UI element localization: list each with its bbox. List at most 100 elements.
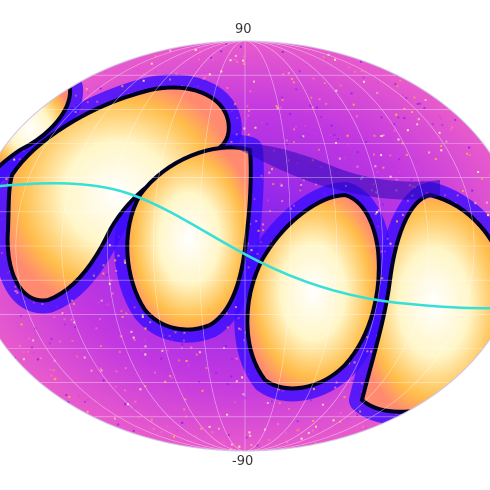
speckle	[381, 277, 384, 280]
speckle	[6, 272, 9, 275]
speckle	[160, 357, 163, 360]
speckle	[359, 410, 362, 413]
speckle	[102, 379, 105, 382]
speckle	[397, 138, 400, 141]
speckle	[14, 290, 17, 293]
speckle	[279, 182, 282, 185]
speckle	[215, 371, 218, 374]
speckle	[190, 385, 193, 388]
speckle	[250, 249, 253, 252]
speckle	[272, 183, 275, 186]
speckle	[169, 375, 172, 377]
speckle	[50, 337, 53, 340]
speckle	[223, 347, 225, 349]
speckle	[309, 99, 312, 102]
speckle	[336, 138, 339, 141]
speckle	[247, 373, 250, 376]
speckle	[77, 354, 80, 357]
speckle	[230, 375, 233, 378]
speckle	[1, 181, 4, 184]
speckle	[373, 134, 376, 137]
speckle	[144, 353, 147, 356]
speckle	[233, 58, 236, 61]
speckle	[321, 403, 324, 406]
speckle	[406, 199, 409, 202]
speckle	[100, 345, 102, 348]
speckle	[144, 385, 147, 388]
speckle	[185, 415, 188, 418]
speckle	[309, 104, 312, 107]
speckle	[27, 350, 30, 353]
speckle	[370, 350, 373, 353]
speckle	[74, 94, 77, 97]
speckle	[85, 88, 88, 91]
speckle	[22, 351, 25, 353]
speckle	[1, 252, 3, 254]
speckle	[132, 336, 135, 339]
speckle	[456, 194, 459, 197]
speckle	[255, 220, 258, 223]
latitude-label-bottom: -90	[232, 454, 254, 469]
speckle	[226, 87, 229, 89]
speckle	[274, 209, 277, 212]
speckle	[150, 62, 153, 65]
speckle	[403, 215, 406, 218]
speckle	[174, 374, 177, 377]
speckle	[208, 425, 211, 428]
speckle	[141, 314, 144, 316]
speckle	[268, 171, 271, 174]
speckle	[114, 417, 116, 420]
speckle	[242, 55, 245, 58]
speckle	[184, 398, 187, 401]
speckle	[281, 51, 284, 53]
speckle	[245, 117, 248, 120]
speckle	[7, 182, 10, 185]
speckle	[108, 303, 110, 306]
speckle	[292, 141, 295, 143]
speckle	[243, 127, 246, 130]
speckle	[318, 98, 321, 101]
speckle	[362, 425, 365, 428]
speckle	[310, 96, 313, 99]
speckle	[386, 237, 389, 240]
speckle	[230, 110, 233, 113]
speckle	[471, 189, 474, 192]
speckle	[114, 385, 117, 388]
speckle	[22, 358, 25, 361]
latitude-label-top: 90	[235, 22, 252, 37]
speckle	[362, 76, 365, 79]
speckle	[261, 121, 264, 124]
speckle	[355, 115, 358, 118]
speckle	[149, 321, 152, 324]
speckle	[330, 377, 333, 380]
speckle	[1, 218, 4, 221]
speckle	[174, 331, 177, 334]
speckle	[334, 58, 337, 61]
speckle	[318, 148, 320, 151]
speckle	[117, 423, 120, 426]
speckle	[325, 102, 328, 105]
speckle	[225, 42, 228, 45]
speckle	[204, 76, 207, 79]
speckle	[32, 351, 35, 354]
speckle	[297, 428, 300, 431]
speckle	[347, 417, 350, 420]
speckle	[244, 331, 247, 334]
speckle	[198, 65, 201, 68]
speckle	[5, 178, 8, 181]
speckle	[133, 407, 136, 410]
speckle	[86, 410, 89, 413]
speckle	[200, 427, 203, 430]
speckle	[424, 99, 427, 101]
speckle	[143, 339, 146, 342]
speckle	[270, 400, 273, 403]
speckle	[335, 89, 338, 92]
speckle	[102, 264, 105, 267]
speckle	[138, 416, 141, 419]
speckle	[363, 71, 366, 74]
speckle	[300, 183, 303, 186]
speckle	[201, 389, 204, 392]
speckle	[375, 211, 378, 214]
speckle	[134, 400, 137, 403]
speckle	[242, 63, 245, 66]
